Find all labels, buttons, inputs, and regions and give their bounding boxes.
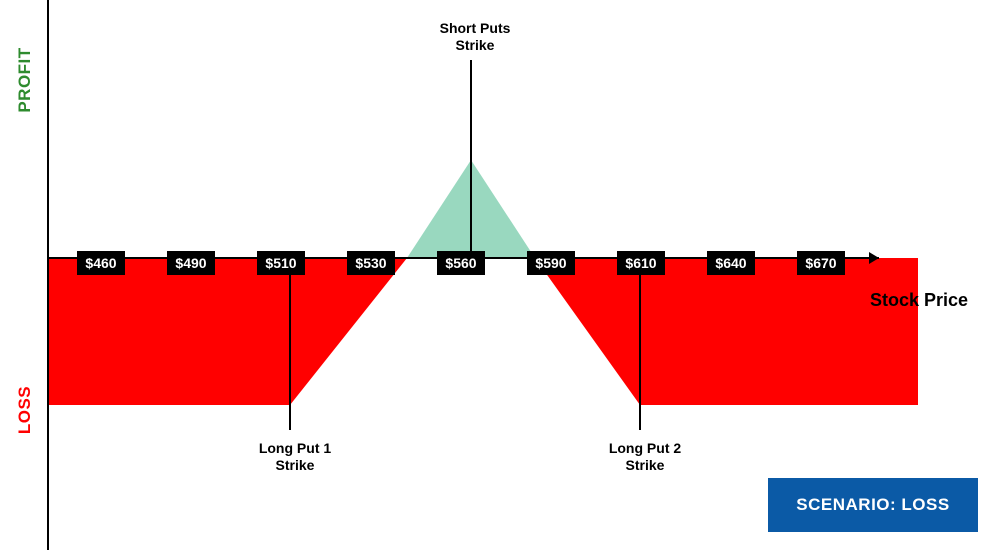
callout-short-line1: Short Puts — [420, 20, 530, 37]
axis-tick: $640 — [707, 251, 755, 275]
callout-long2-line1: Long Put 2 — [590, 440, 700, 457]
callout-short-puts: Short Puts Strike — [420, 20, 530, 54]
yaxis-label-profit: PROFIT — [15, 20, 35, 140]
callout-long2-line2: Strike — [590, 457, 700, 474]
chart-stage: PROFIT LOSS $460 $490 $510 $530 $560 $590 $610… — [0, 0, 997, 550]
axis-tick: $460 — [77, 251, 125, 275]
callout-long-put-1: Long Put 1 Strike — [240, 440, 350, 474]
callout-long1-line2: Strike — [240, 457, 350, 474]
axis-tick: $560 — [437, 251, 485, 275]
axis-tick: $530 — [347, 251, 395, 275]
callout-long1-line1: Long Put 1 — [240, 440, 350, 457]
axis-tick: $610 — [617, 251, 665, 275]
axis-tick: $590 — [527, 251, 575, 275]
axis-tick: $510 — [257, 251, 305, 275]
axis-tick: $490 — [167, 251, 215, 275]
chart-svg — [0, 0, 997, 550]
callout-short-line2: Strike — [420, 37, 530, 54]
xaxis-label: Stock Price — [870, 290, 968, 311]
yaxis-label-loss: LOSS — [15, 350, 35, 470]
callout-long-put-2: Long Put 2 Strike — [590, 440, 700, 474]
axis-tick: $670 — [797, 251, 845, 275]
scenario-badge: SCENARIO: LOSS — [768, 478, 978, 532]
